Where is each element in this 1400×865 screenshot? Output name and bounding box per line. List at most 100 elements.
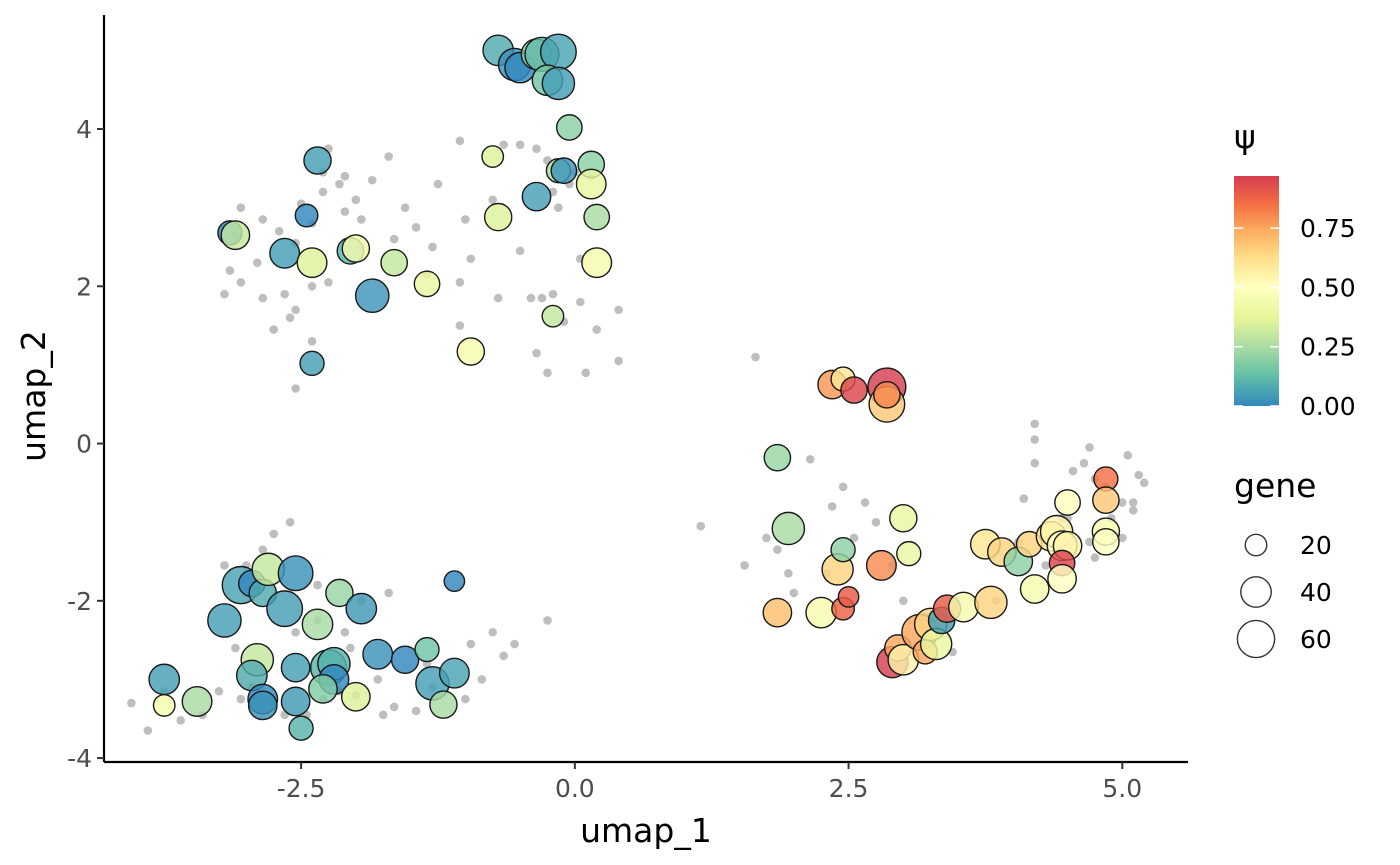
- data-point: [581, 247, 613, 279]
- data-point: [325, 578, 354, 608]
- size-legend-title: gene: [1234, 466, 1316, 505]
- background-point: [285, 517, 295, 527]
- background-point: [537, 293, 547, 303]
- background-point: [411, 223, 421, 232]
- data-point: [521, 181, 552, 212]
- data-point: [438, 657, 470, 689]
- data-point: [974, 585, 1008, 620]
- background-point: [1123, 451, 1133, 460]
- background-point: [252, 258, 262, 267]
- data-point: [483, 202, 513, 232]
- background-point: [1134, 470, 1144, 480]
- data-point: [481, 145, 505, 168]
- background-point: [1139, 478, 1149, 488]
- data-point: [148, 663, 181, 696]
- data-point: [247, 690, 278, 721]
- background-point: [614, 356, 623, 366]
- size-legend-items: 20 40 60: [1236, 531, 1332, 659]
- background-point: [280, 289, 289, 299]
- background-point: [433, 179, 443, 189]
- data-point: [541, 66, 576, 101]
- background-point: [231, 643, 240, 653]
- data-point: [1054, 489, 1081, 516]
- data-point: [575, 168, 607, 200]
- data-point: [1019, 574, 1050, 604]
- background-point: [860, 498, 870, 507]
- background-point: [762, 533, 771, 543]
- color-tick-label: 0.50: [1300, 273, 1356, 302]
- data-point: [152, 693, 176, 717]
- color-tick-label: 0.75: [1300, 214, 1356, 243]
- background-point: [510, 639, 519, 649]
- background-point: [351, 195, 361, 205]
- background-point: [176, 716, 185, 725]
- background-points: [127, 136, 1149, 735]
- background-point: [367, 175, 377, 185]
- data-point: [299, 350, 325, 377]
- size-legend-circle: [1236, 619, 1276, 659]
- y-tick-label: 2: [76, 272, 92, 301]
- background-point: [274, 226, 284, 236]
- background-point: [532, 144, 541, 153]
- data-point: [889, 503, 918, 533]
- data-point: [207, 603, 242, 638]
- background-point: [554, 203, 563, 212]
- size-legend-label: 40: [1300, 578, 1332, 607]
- background-point: [499, 651, 508, 661]
- color-tick-label: 0.25: [1300, 333, 1356, 362]
- background-point: [313, 580, 322, 590]
- background-point: [428, 242, 437, 252]
- data-point: [763, 443, 792, 472]
- background-point: [488, 627, 498, 637]
- data-point: [830, 536, 856, 563]
- background-point: [784, 568, 793, 578]
- data-point: [220, 220, 251, 251]
- color-legend-bar: [1234, 176, 1279, 406]
- data-point: [414, 636, 440, 663]
- background-point: [269, 325, 279, 334]
- background-point: [461, 215, 470, 224]
- background-point: [455, 321, 465, 330]
- background-point: [291, 384, 300, 393]
- background-point: [773, 545, 782, 554]
- background-point: [236, 694, 246, 704]
- background-point: [614, 305, 623, 315]
- data-point: [583, 203, 611, 231]
- data-point: [555, 114, 583, 141]
- background-point: [592, 325, 602, 334]
- y-tick-label: -2: [67, 587, 92, 616]
- background-point: [220, 289, 229, 299]
- data-point: [1092, 527, 1120, 556]
- data-point: [896, 540, 922, 567]
- size-legend-label: 20: [1300, 531, 1332, 560]
- y-axis-ticks: -4 -2 0 2 4: [67, 115, 104, 773]
- y-tick-label: 0: [76, 430, 92, 459]
- background-point: [340, 171, 350, 181]
- background-point: [324, 278, 333, 287]
- data-points: [148, 33, 1121, 741]
- data-point: [873, 380, 901, 409]
- background-point: [1128, 498, 1138, 507]
- background-point: [1019, 494, 1029, 503]
- background-point: [258, 545, 268, 554]
- data-point: [280, 652, 311, 683]
- background-point: [789, 588, 799, 598]
- data-point: [837, 585, 860, 608]
- x-tick-label: 0.0: [555, 774, 595, 803]
- background-point: [1030, 458, 1040, 468]
- data-point: [341, 234, 371, 263]
- background-point: [827, 502, 837, 511]
- data-point: [413, 270, 441, 298]
- background-point: [488, 195, 498, 205]
- data-point: [362, 638, 394, 670]
- background-point: [220, 561, 229, 570]
- data-point: [390, 645, 420, 675]
- background-point: [400, 203, 410, 212]
- background-point: [1085, 443, 1094, 452]
- data-point: [380, 248, 409, 277]
- background-point: [1085, 537, 1094, 547]
- background-point: [389, 234, 399, 244]
- background-point: [318, 187, 328, 197]
- background-point: [515, 246, 525, 256]
